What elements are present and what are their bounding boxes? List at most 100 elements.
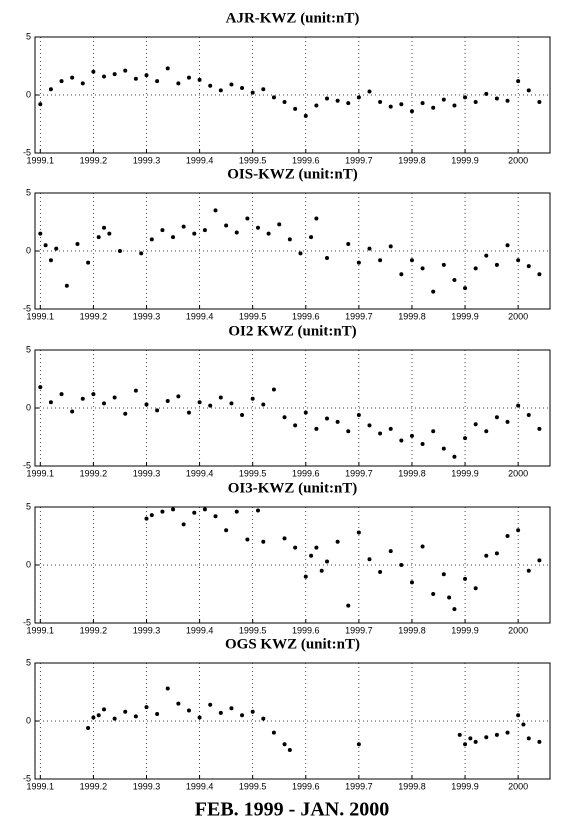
x-tick-label: 1999.3 [133, 781, 161, 791]
data-point [255, 508, 260, 513]
x-tick-label: 1999.3 [133, 625, 161, 635]
data-point [516, 79, 521, 84]
data-point [59, 392, 64, 397]
data-point [494, 415, 499, 420]
axes-box [34, 349, 551, 467]
data-point [107, 231, 112, 236]
data-point [378, 99, 383, 104]
x-tick-label: 1999.1 [27, 781, 55, 791]
x-tick-label: 1999.5 [239, 781, 267, 791]
data-point [261, 716, 266, 721]
data-point [494, 262, 499, 267]
data-point [277, 222, 282, 227]
data-point [378, 431, 383, 436]
x-tick-label: 1999.2 [80, 625, 108, 635]
data-point [208, 403, 213, 408]
data-point [176, 81, 181, 86]
data-point [388, 426, 393, 431]
x-tick-label: 1999.5 [239, 625, 267, 635]
data-point [505, 98, 510, 103]
data-point [314, 103, 319, 108]
data-point [537, 99, 542, 104]
data-point [133, 388, 138, 393]
y-tick-label: 0 [26, 89, 31, 99]
data-point [197, 77, 202, 82]
y-tick-label: 5 [26, 657, 31, 667]
data-point [102, 74, 107, 79]
x-tick-label: 1999.2 [80, 781, 108, 791]
x-tick-label: 1999.8 [398, 468, 426, 478]
data-point [208, 83, 213, 88]
x-tick-label: 1999.4 [186, 781, 214, 791]
data-point [149, 513, 154, 518]
data-point [484, 553, 489, 558]
data-point [399, 563, 404, 567]
data-point [282, 99, 287, 104]
data-point [224, 223, 229, 228]
data-point [516, 403, 521, 408]
data-point [197, 715, 202, 720]
points [38, 66, 542, 118]
data-point [526, 264, 531, 269]
y-tick-label: 0 [26, 559, 31, 569]
data-point [473, 739, 478, 744]
data-point [155, 79, 160, 84]
data-point [229, 82, 234, 87]
data-point [123, 411, 128, 416]
axes-box [34, 192, 551, 310]
data-point [144, 402, 149, 407]
y-tick-label: -5 [23, 617, 31, 627]
data-point [181, 224, 186, 229]
data-point [112, 395, 117, 400]
data-point [96, 713, 101, 718]
x-tick-label: 1999.1 [27, 468, 55, 478]
x-tick-label: 1999.3 [133, 155, 161, 165]
data-point [431, 592, 436, 596]
data-point [38, 102, 43, 107]
x-tick-label: 1999.3 [133, 311, 161, 321]
x-tick-label: 2000 [508, 311, 528, 321]
x-tick-label: 1999.8 [398, 625, 426, 635]
data-point [505, 730, 510, 735]
panel-title: OGS KWZ (unit:nT) [225, 636, 360, 652]
data-point [319, 568, 324, 573]
data-point [378, 569, 383, 574]
y-tick-label: 5 [26, 187, 31, 197]
data-point [165, 66, 170, 71]
data-point [505, 419, 510, 424]
data-point [282, 536, 287, 541]
points [86, 686, 542, 752]
data-point [240, 713, 245, 718]
data-point [261, 87, 266, 92]
x-tick-label: 1999.5 [239, 155, 267, 165]
data-point [314, 426, 319, 431]
x-tick-label: 1999.9 [451, 311, 479, 321]
data-point [303, 574, 308, 579]
data-point [43, 243, 48, 248]
data-point [537, 739, 542, 744]
x-tick-label: 1999.4 [186, 468, 214, 478]
data-point [213, 208, 218, 213]
x-tick-label: 1999.8 [398, 781, 426, 791]
data-point [494, 96, 499, 101]
data-point [64, 283, 69, 288]
data-point [473, 266, 478, 271]
points [38, 208, 542, 294]
data-point [293, 423, 298, 428]
data-point [516, 528, 521, 533]
data-point [356, 412, 361, 417]
y-tick-label: -5 [23, 773, 31, 783]
data-point [409, 433, 414, 438]
data-point [293, 106, 298, 111]
data-point [271, 387, 276, 392]
x-tick-label: 1999.4 [186, 625, 214, 635]
data-point [112, 72, 117, 77]
data-point [346, 429, 351, 434]
data-point [144, 705, 149, 710]
data-point [537, 426, 542, 431]
data-point [452, 278, 457, 282]
data-point [441, 97, 446, 102]
data-point [484, 429, 489, 434]
data-point [325, 255, 330, 260]
